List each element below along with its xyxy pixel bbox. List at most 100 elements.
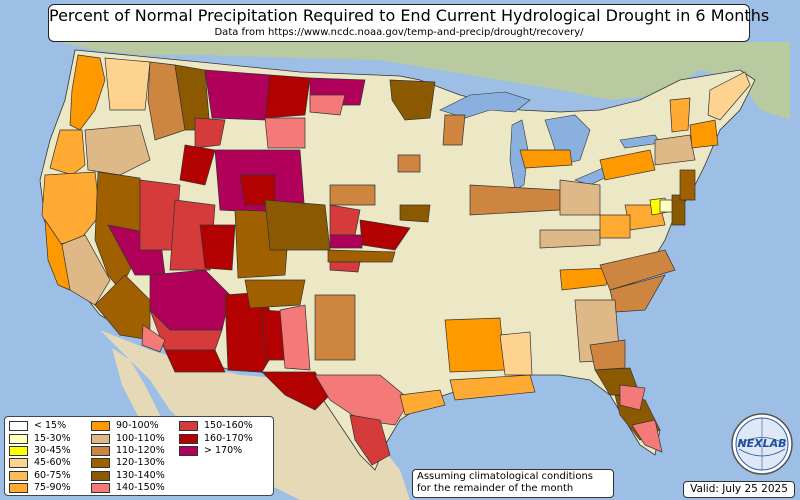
region-ny xyxy=(654,134,696,166)
legend-swatch xyxy=(91,470,110,481)
legend-item: 30-45% xyxy=(9,445,91,457)
legend-label: 60-75% xyxy=(34,469,71,481)
legend-label: 15-30% xyxy=(34,432,71,444)
region-tn xyxy=(559,267,611,291)
lake-superior xyxy=(439,91,531,119)
legend-swatch xyxy=(9,470,28,481)
region-ca-se xyxy=(141,324,166,353)
region-nd-east xyxy=(309,94,346,116)
region-mo xyxy=(399,204,431,223)
region-ok xyxy=(327,249,396,263)
region-mt-east xyxy=(264,74,311,119)
region-wv xyxy=(599,214,631,239)
title-box: Percent of Normal Precipitation Required… xyxy=(48,4,770,42)
legend-item: 100-110% xyxy=(91,432,179,444)
legend-swatch xyxy=(91,483,110,494)
region-tx-central-brown xyxy=(314,294,356,361)
legend-swatch xyxy=(179,433,198,444)
legend-item: < 15% xyxy=(9,420,91,432)
legend-label: 140-150% xyxy=(116,482,165,494)
legend-label: 120-130% xyxy=(116,457,165,469)
region-mn-north xyxy=(389,79,436,121)
legend-label: 130-140% xyxy=(116,469,165,481)
valid-date: Valid: July 25 2025 xyxy=(683,481,795,498)
legend-item: 15-30% xyxy=(9,432,91,444)
region-ms-al xyxy=(499,331,533,376)
note-line-1: Assuming climatological conditions xyxy=(417,471,593,482)
region-wy-west xyxy=(179,144,216,186)
region-nj xyxy=(679,169,696,201)
legend-item: 150-160% xyxy=(179,420,275,432)
region-or-central xyxy=(84,124,151,176)
region-az-se xyxy=(164,349,226,373)
legend-label: 30-45% xyxy=(34,444,71,456)
region-ny-north xyxy=(669,97,691,133)
region-ia xyxy=(397,154,421,173)
legend-label: 110-120% xyxy=(116,444,165,456)
region-oh-in-tan xyxy=(559,179,601,216)
region-fl-south xyxy=(631,419,663,453)
region-wa-east xyxy=(104,57,151,111)
legend-label: 150-160% xyxy=(204,420,253,432)
legend-swatch xyxy=(9,483,28,494)
region-md-core xyxy=(659,199,674,213)
legend-swatch xyxy=(91,458,110,469)
region-ne-coast xyxy=(707,71,751,121)
legend: < 15% 15-30% 30-45% 45-60% 60-75% 75-90% 90-10… xyxy=(4,416,274,496)
legend-label: 160-170% xyxy=(204,432,253,444)
region-tx-coast xyxy=(349,414,391,466)
region-oh-in xyxy=(469,184,561,216)
region-pa xyxy=(599,149,656,181)
region-mi-up xyxy=(442,114,466,146)
legend-swatch xyxy=(9,458,28,469)
drought-regions xyxy=(41,54,751,466)
region-wy-east xyxy=(264,117,306,149)
legend-swatch xyxy=(91,445,110,456)
map-subtitle: Data from https://www.ncdc.noaa.gov/temp… xyxy=(214,27,584,38)
legend-item: 45-60% xyxy=(9,457,91,469)
legend-item: 60-75% xyxy=(9,470,91,482)
legend-item: 110-120% xyxy=(91,445,179,457)
note-line-2: for the remainder of the month xyxy=(417,483,574,494)
region-tx-west-pink xyxy=(279,304,311,371)
canada-landmass xyxy=(60,42,790,120)
mexico-landmass xyxy=(100,330,410,500)
legend-item: 130-140% xyxy=(91,470,179,482)
logo-text: NEXLAB xyxy=(737,437,786,450)
legend-item: > 170% xyxy=(179,445,275,457)
lake-michigan xyxy=(509,119,529,191)
region-or-coast xyxy=(49,129,86,176)
legend-item: 90-100% xyxy=(91,420,179,432)
region-nc xyxy=(599,249,676,291)
legend-swatch xyxy=(9,421,28,432)
region-id xyxy=(147,61,186,141)
legend-item: 75-90% xyxy=(9,482,91,494)
region-ca-coast xyxy=(44,218,71,291)
legend-label: 100-110% xyxy=(116,432,165,444)
region-ma xyxy=(689,119,719,149)
region-mt-sw xyxy=(194,117,226,149)
region-ca-south xyxy=(94,274,151,341)
legend-item: 140-150% xyxy=(91,482,179,494)
legend-item: 120-130% xyxy=(91,457,179,469)
legend-label: > 170% xyxy=(204,444,243,456)
region-fl-se xyxy=(619,384,646,411)
region-ks-se xyxy=(329,234,363,249)
legend-swatch xyxy=(91,433,110,444)
region-mi-south xyxy=(519,149,573,169)
legend-label: < 15% xyxy=(34,420,67,432)
legend-label: 90-100% xyxy=(116,420,159,432)
region-ok-west xyxy=(329,261,361,273)
region-tx-south xyxy=(314,374,411,426)
region-tx-panhandle xyxy=(244,279,306,309)
region-gulf-coast xyxy=(449,374,536,401)
climatology-note: Assuming climatological conditions for t… xyxy=(412,469,614,498)
legend-swatch xyxy=(9,433,28,444)
legend-swatch xyxy=(9,445,28,456)
map-title: Percent of Normal Precipitation Required… xyxy=(49,6,770,25)
legend-item: 160-170% xyxy=(179,432,275,444)
region-wa-coast xyxy=(69,54,106,131)
region-ne xyxy=(329,184,376,206)
legend-swatch xyxy=(179,421,198,432)
legend-swatch xyxy=(91,421,110,432)
